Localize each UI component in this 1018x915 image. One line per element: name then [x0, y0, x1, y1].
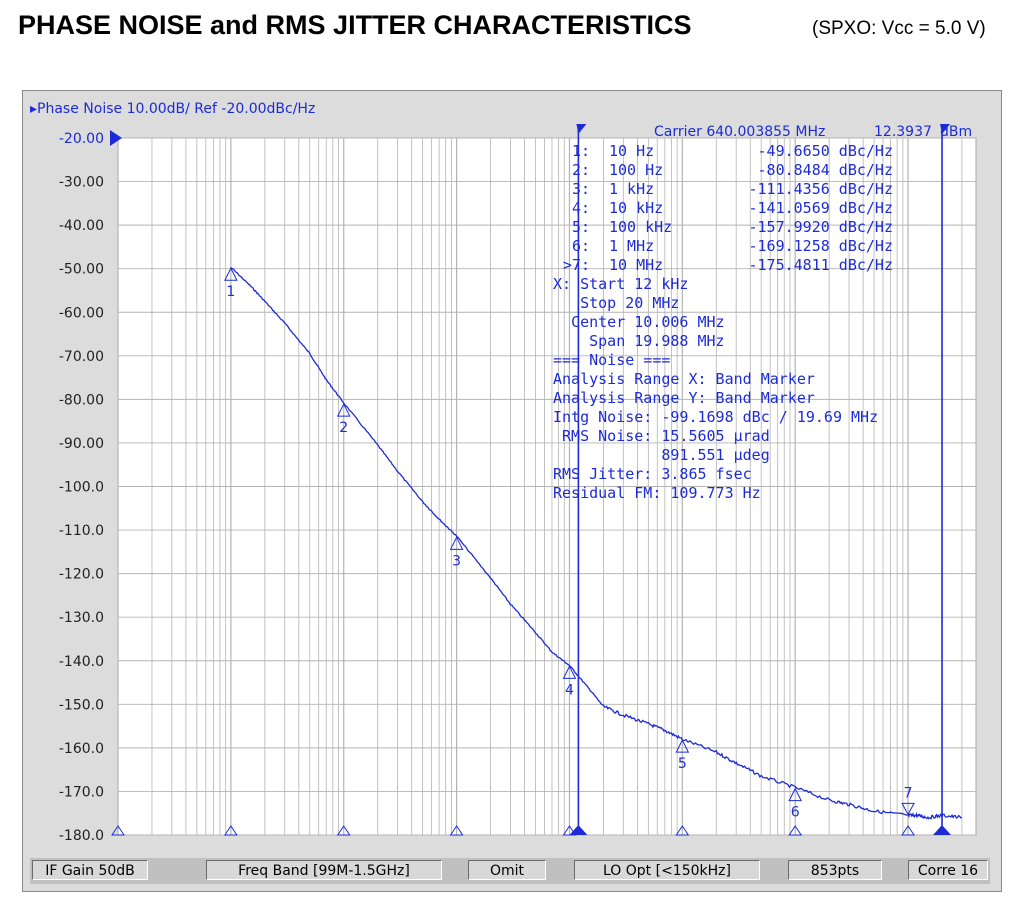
marker-table-id: 2:	[572, 161, 590, 179]
x-decade-tick	[449, 825, 464, 836]
analysis-line: RMS Noise: 15.5605 µrad	[553, 427, 770, 445]
marker-triangle	[675, 739, 690, 753]
marker-triangle	[336, 402, 351, 417]
phase-noise-trace	[230, 266, 963, 820]
band-marker-flag	[576, 124, 587, 134]
marker-label: 1	[226, 284, 235, 300]
y-tick-label: -150.0	[59, 697, 104, 713]
marker-table-freq: 10 kHz	[609, 199, 663, 217]
x-decade-tick	[901, 825, 915, 836]
marker-label: 3	[452, 553, 461, 569]
status-bar: IF Gain 50dB Freq Band [99M-1.5GHz] Omit…	[30, 858, 990, 884]
y-axis-ticks: -20.00 -30.00 -40.00 -50.00 -60.00 -70.00 -80.…	[59, 130, 122, 844]
marker-table-freq: 1 MHz	[609, 237, 654, 255]
marker-triangle	[901, 802, 915, 816]
analysis-line: Analysis Range Y: Band Marker	[553, 389, 815, 407]
carrier-power: 12.3937	[874, 124, 932, 140]
marker-table-value: -49.6650 dBc/Hz	[758, 142, 893, 160]
analysis-line: Analysis Range X: Band Marker	[553, 370, 815, 388]
grid	[117, 137, 977, 836]
marker-triangle	[449, 536, 464, 550]
x-decade-tick	[336, 825, 351, 836]
analysis-results: X: Start 12 kHz Stop 20 MHz Center 10.00…	[553, 275, 878, 502]
marker-label: 6	[791, 805, 800, 821]
marker-table-value: -157.9920 dBc/Hz	[749, 218, 894, 236]
marker-table-freq: 100 Hz	[609, 161, 663, 179]
page-subtitle: (SPXO: Vcc = 5.0 V)	[812, 18, 986, 39]
x-decade-tick	[223, 825, 238, 836]
marker-table-freq: 100 kHz	[609, 218, 672, 236]
freq-band-button[interactable]: Freq Band [99M-1.5GHz]	[206, 860, 442, 880]
marker-table: 1: 10 Hz -49.6650 dBc/Hz 2: 100 Hz -80.8484 d…	[563, 142, 893, 274]
carrier-power-unit: dBm	[940, 124, 972, 140]
y-tick-label: -80.00	[59, 392, 104, 408]
marker-label: 2	[339, 420, 348, 436]
band-markers	[569, 124, 952, 835]
marker-table-freq: 1 kHz	[609, 180, 654, 198]
analysis-line: Span 19.988 MHz	[553, 332, 725, 350]
lo-opt-button[interactable]: LO Opt [<150kHz]	[574, 860, 760, 880]
band-marker-foot	[569, 825, 588, 835]
marker-table-value: -175.4811 dBc/Hz	[749, 256, 894, 274]
page-title: PHASE NOISE and RMS JITTER CHARACTERISTI…	[18, 10, 692, 40]
analysis-line: Center 10.006 MHz	[553, 313, 725, 331]
x-decade-tick	[675, 825, 690, 836]
marker-triangle	[562, 665, 577, 679]
if-gain-button[interactable]: IF Gain 50dB	[32, 860, 148, 880]
x-decade-tick	[111, 825, 125, 836]
marker-layer: 1 2 3 4 5 6 7	[224, 267, 915, 821]
y-tick-label: -30.00	[59, 175, 104, 191]
y-tick-label: -180.0	[59, 828, 104, 844]
marker-table-value: -80.8484 dBc/Hz	[758, 161, 893, 179]
y-tick-label: -60.00	[59, 305, 104, 321]
y-tick-label: -40.00	[59, 218, 104, 234]
carrier-readout: Carrier 640.003855 MHz	[654, 124, 825, 140]
analysis-line: Residual FM: 109.773 Hz	[553, 484, 761, 502]
marker-table-id: 6:	[572, 237, 590, 255]
marker-table-freq: 10 MHz	[609, 256, 663, 274]
marker-label: 7	[904, 785, 913, 801]
marker-table-id: 1:	[572, 142, 590, 160]
trace-layer	[230, 266, 963, 820]
y-tick-label: -50.00	[59, 262, 104, 278]
y-tick-label: -120.0	[59, 567, 104, 583]
marker-table-value: -111.4356 dBc/Hz	[749, 180, 894, 198]
trace-label: ▸Phase Noise 10.00dB/ Ref -20.00dBc/Hz	[30, 101, 315, 117]
y-tick-label: -70.00	[59, 349, 104, 365]
y-tick-label: -130.0	[59, 610, 104, 626]
marker-label: 5	[678, 756, 687, 772]
corre-button[interactable]: Corre 16	[908, 860, 988, 880]
y-tick-label: -160.0	[59, 741, 104, 757]
y-tick-label: -170.0	[59, 784, 104, 800]
marker-triangle	[224, 267, 238, 281]
y-tick-label: -20.00	[59, 131, 104, 147]
y-tick-label: -90.00	[59, 436, 104, 452]
y-tick-label: -140.0	[59, 654, 104, 670]
band-marker-flag	[940, 124, 951, 134]
analysis-line: Intg Noise: -99.1698 dBc / 19.69 MHz	[553, 408, 878, 426]
marker-table-freq: 10 Hz	[609, 142, 654, 160]
analysis-line: Stop 20 MHz	[553, 294, 679, 312]
marker-table-value: -169.1258 dBc/Hz	[749, 237, 894, 255]
analysis-line: X: Start 12 kHz	[553, 275, 688, 293]
marker-table-id: >7:	[563, 256, 590, 274]
marker-triangle	[788, 787, 802, 802]
marker-table-id: 3:	[572, 180, 590, 198]
analysis-line: === Noise ===	[553, 351, 670, 369]
omit-button[interactable]: Omit	[468, 860, 546, 880]
y-tick-label: -100.0	[59, 480, 104, 496]
reference-level-marker	[110, 130, 122, 146]
marker-label: 4	[565, 682, 574, 698]
band-marker-foot	[933, 825, 952, 835]
marker-table-value: -141.0569 dBc/Hz	[749, 199, 894, 217]
points-button[interactable]: 853pts	[788, 860, 882, 880]
marker-table-id: 5:	[572, 218, 590, 236]
analysis-line: RMS Jitter: 3.865 fsec	[553, 465, 752, 483]
y-tick-label: -110.0	[59, 523, 104, 539]
marker-table-id: 4:	[572, 199, 590, 217]
x-decade-tick	[788, 825, 803, 836]
analysis-line: 891.551 µdeg	[553, 446, 770, 464]
